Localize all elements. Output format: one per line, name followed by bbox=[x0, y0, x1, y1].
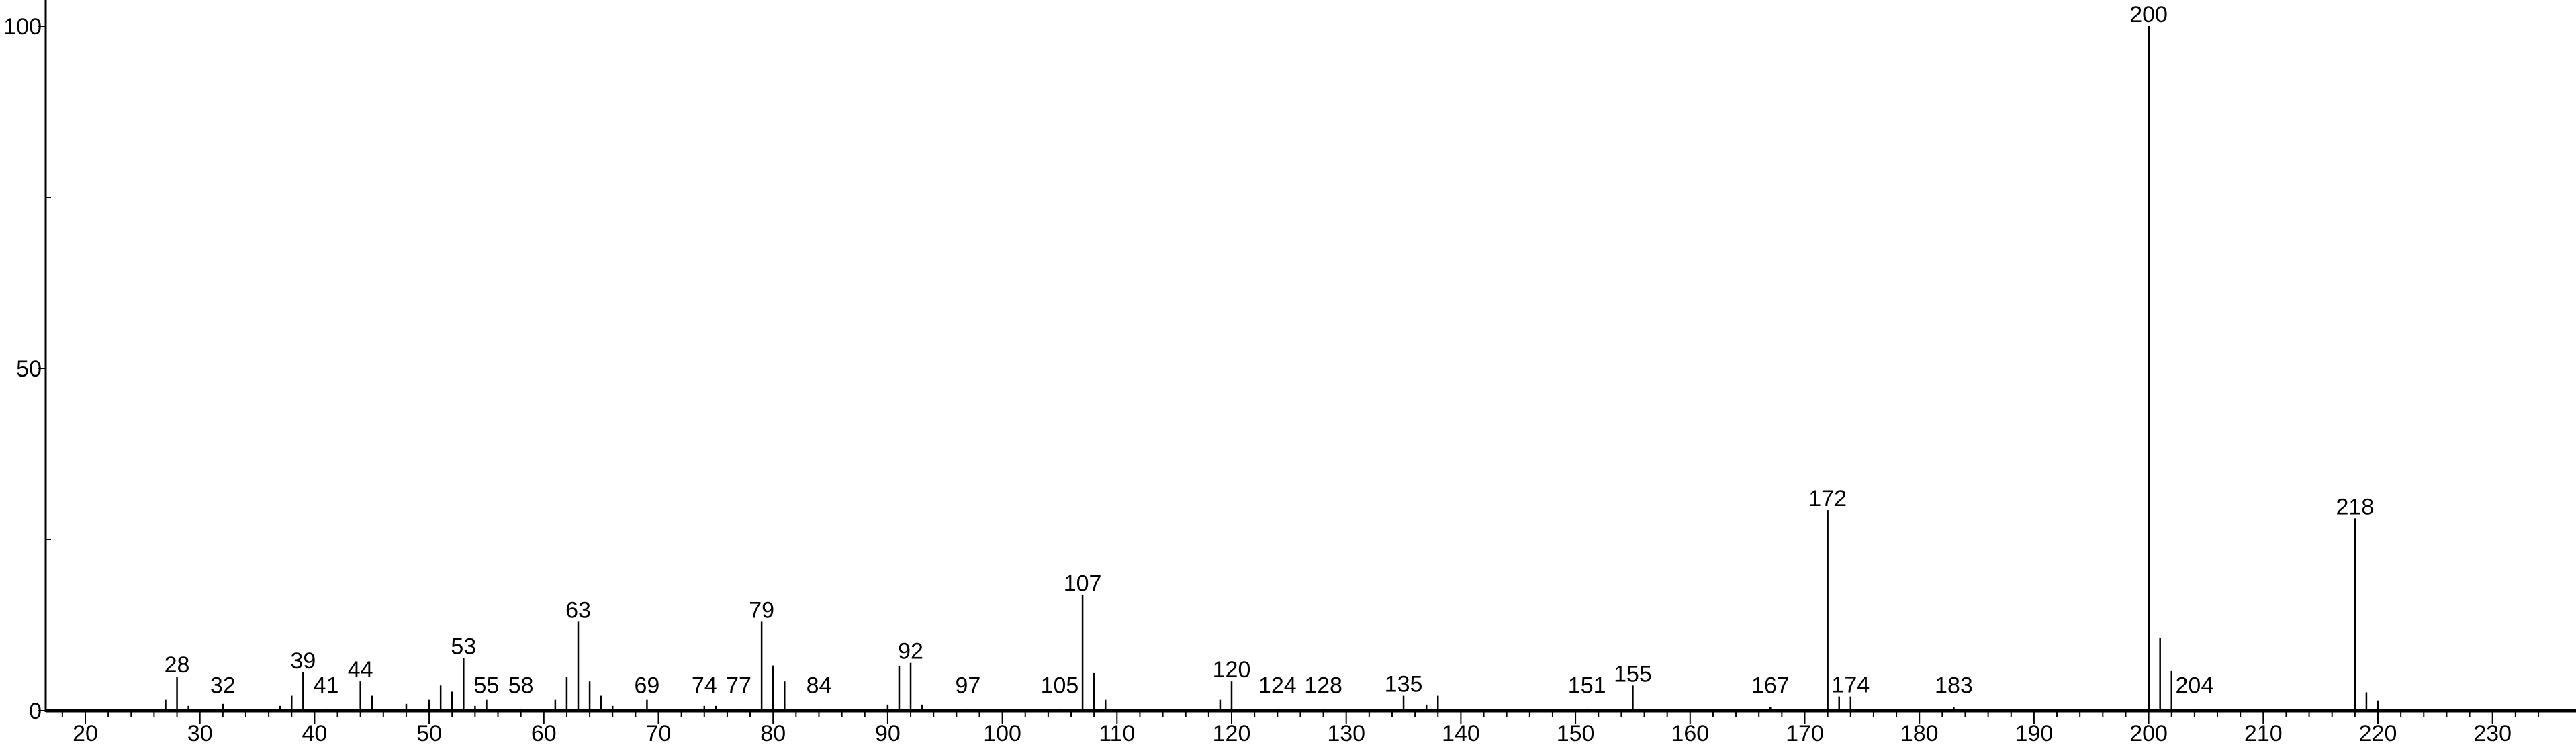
peak-label-167: 167 bbox=[1751, 673, 1790, 699]
peak-label-79: 79 bbox=[749, 597, 774, 623]
x-tick-label: 50 bbox=[416, 721, 442, 746]
peak-label-107: 107 bbox=[1064, 571, 1102, 597]
x-tick-label: 230 bbox=[2473, 721, 2512, 746]
peak-label-204: 204 bbox=[2176, 673, 2214, 699]
x-tick-label: 110 bbox=[1099, 721, 1135, 746]
peak-label-53: 53 bbox=[451, 634, 476, 659]
peak-label-32: 32 bbox=[210, 673, 236, 699]
peak-label-44: 44 bbox=[348, 657, 373, 683]
peak-label-55: 55 bbox=[474, 673, 500, 699]
peak-label-128: 128 bbox=[1304, 673, 1342, 699]
peak-label-28: 28 bbox=[165, 652, 190, 678]
x-tick-label: 160 bbox=[1671, 721, 1709, 746]
y-tick-label: 0 bbox=[29, 699, 42, 724]
x-tick-label: 140 bbox=[1442, 721, 1480, 746]
x-tick-label: 220 bbox=[2359, 721, 2397, 746]
x-tick-label: 120 bbox=[1213, 721, 1251, 746]
x-tick-label: 80 bbox=[760, 721, 786, 746]
peak-label-84: 84 bbox=[807, 673, 832, 699]
peak-label-105: 105 bbox=[1041, 673, 1079, 699]
peak-label-92: 92 bbox=[898, 639, 923, 664]
x-tick-label: 70 bbox=[646, 721, 672, 746]
peak-label-174: 174 bbox=[1831, 672, 1870, 698]
x-tick-label: 170 bbox=[1786, 721, 1824, 746]
x-tick-label: 200 bbox=[2129, 721, 2168, 746]
peak-label-124: 124 bbox=[1258, 673, 1297, 699]
y-tick-label: 50 bbox=[16, 356, 42, 382]
peak-label-155: 155 bbox=[1614, 661, 1652, 687]
peak-label-69: 69 bbox=[635, 673, 660, 699]
peak-label-135: 135 bbox=[1385, 672, 1423, 697]
peak-label-97: 97 bbox=[955, 673, 980, 699]
peak-label-63: 63 bbox=[565, 597, 591, 623]
x-tick-label: 30 bbox=[187, 721, 213, 746]
peak-label-77: 77 bbox=[726, 673, 751, 699]
peak-label-41: 41 bbox=[314, 673, 339, 699]
peak-label-120: 120 bbox=[1213, 657, 1251, 683]
peak-label-200: 200 bbox=[2129, 2, 2168, 28]
peak-label-218: 218 bbox=[2336, 494, 2374, 519]
peak-label-74: 74 bbox=[692, 673, 717, 699]
peak-label-39: 39 bbox=[290, 648, 316, 674]
peak-label-58: 58 bbox=[508, 673, 534, 699]
x-tick-label: 60 bbox=[531, 721, 557, 746]
x-tick-label: 130 bbox=[1327, 721, 1365, 746]
axes-group: 20 30 40 50 60 70 80 90 100 110 120 130 140 150 160 170… bbox=[3, 0, 2576, 746]
x-tick-label: 90 bbox=[875, 721, 901, 746]
x-tick-label: 100 bbox=[983, 721, 1021, 746]
x-tick-label: 180 bbox=[1900, 721, 1939, 746]
y-tick-label: 100 bbox=[3, 14, 42, 40]
peak-label-183: 183 bbox=[1935, 673, 1973, 699]
x-tick-label: 210 bbox=[2244, 721, 2283, 746]
peak-label-172: 172 bbox=[1808, 486, 1847, 511]
x-tick-label: 190 bbox=[2015, 721, 2054, 746]
x-tick-label: 40 bbox=[302, 721, 327, 746]
x-tick-label: 20 bbox=[73, 721, 98, 746]
peaks-group bbox=[165, 26, 2379, 711]
peak-label-151: 151 bbox=[1568, 673, 1606, 699]
x-tick-label: 150 bbox=[1557, 721, 1595, 746]
